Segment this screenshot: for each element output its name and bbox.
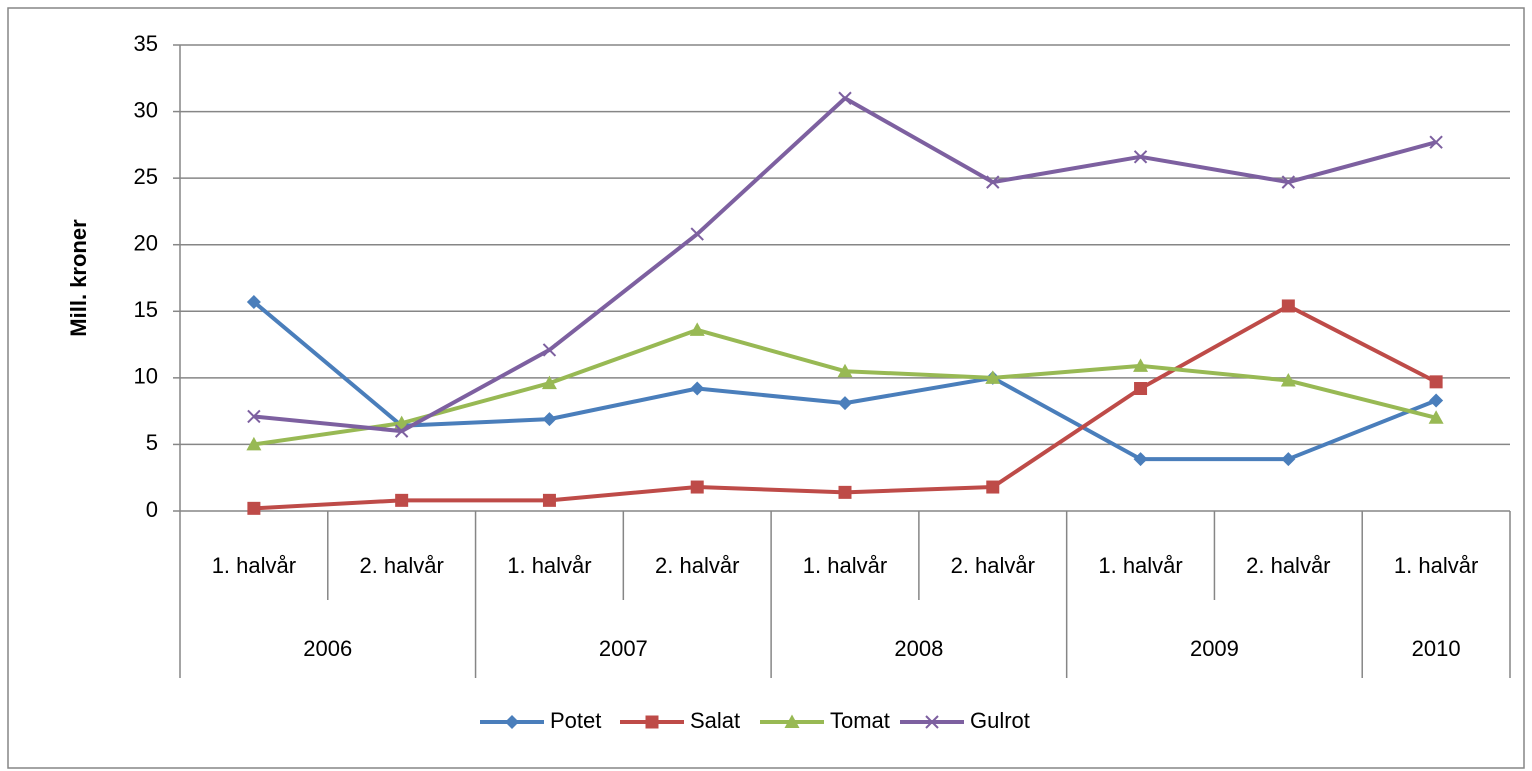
marker [690,227,704,241]
marker [247,501,261,515]
marker [838,396,852,411]
marker [986,175,1000,189]
marker [986,480,1000,494]
x-tick-label: 2. halvår [655,553,739,578]
x-group-label: 2006 [303,636,352,661]
x-group-label: 2010 [1412,636,1461,661]
legend-label: Salat [690,708,740,733]
marker [1281,175,1296,189]
y-tick-label: 20 [134,231,158,256]
y-tick-label: 30 [134,97,158,122]
x-tick-label: 2. halvår [1246,553,1330,578]
legend-label: Potet [550,708,601,733]
marker [838,91,852,105]
chart-border [7,7,1525,769]
marker [690,480,704,494]
marker [246,294,261,309]
marker [395,493,409,507]
legend-label: Tomat [830,708,890,733]
marker [784,714,800,728]
y-tick-label: 10 [134,364,158,389]
marker [1134,382,1148,396]
x-group-label: 2009 [1190,636,1239,661]
marker [505,715,519,729]
marker [1428,410,1444,424]
y-tick-label: 25 [134,164,158,189]
marker [1133,452,1148,467]
x-group-label: 2008 [894,636,943,661]
y-tick-label: 0 [146,497,158,522]
marker [690,381,705,396]
marker [1281,452,1296,467]
marker [1429,393,1444,408]
x-tick-label: 1. halvår [803,553,887,578]
marker [1429,375,1443,389]
x-tick-label: 1. halvår [212,553,296,578]
marker [838,485,852,499]
y-tick-label: 35 [134,31,158,56]
marker [689,322,705,336]
marker [542,343,557,357]
marker [246,436,262,451]
marker [1280,373,1296,387]
legend-label: Gulrot [970,708,1030,733]
y-tick-label: 15 [134,297,158,322]
marker [542,412,557,427]
x-group-label: 2007 [599,636,648,661]
x-tick-label: 1. halvår [1394,553,1478,578]
x-tick-label: 2. halvår [359,553,443,578]
marker [985,370,1001,384]
x-tick-label: 2. halvår [951,553,1035,578]
marker [541,375,557,390]
marker [837,363,853,378]
marker [925,715,939,729]
marker [1133,358,1149,372]
y-tick-label: 5 [146,430,158,455]
marker [394,424,409,438]
x-tick-label: 1. halvår [1098,553,1182,578]
marker [542,493,556,507]
marker [645,715,659,729]
marker [1133,150,1148,164]
marker [247,409,261,424]
y-axis-label: Mill. kroner [66,219,91,337]
x-tick-label: 1. halvår [507,553,591,578]
marker [1281,299,1295,313]
marker [1429,135,1443,149]
marker [394,415,410,430]
